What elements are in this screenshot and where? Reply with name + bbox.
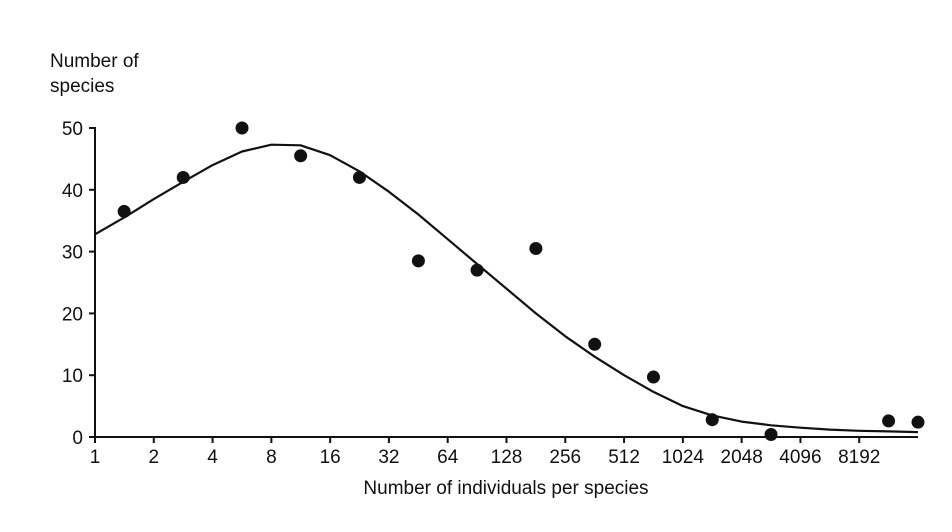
x-tick-label: 16	[320, 447, 341, 468]
x-tick-label: 512	[608, 447, 640, 468]
x-tick-label: 32	[378, 447, 399, 468]
data-point	[352, 170, 366, 184]
x-ticks: 1 2 4 8 16 32 64 128 256 512 1024 2048 4096 8192	[90, 437, 880, 468]
x-tick-label: 128	[491, 447, 523, 468]
x-tick-label: 4	[207, 447, 218, 468]
y-tick-label: 30	[62, 243, 83, 264]
y-axis-title: Number of species	[50, 51, 139, 97]
fitted-curve-layer	[94, 143, 919, 434]
data-point	[882, 414, 896, 428]
x-tick-label: 4096	[779, 447, 821, 468]
data-point	[411, 254, 425, 268]
x-tick-label: 8192	[838, 447, 880, 468]
x-tick-label: 64	[437, 447, 459, 468]
data-point	[764, 428, 778, 442]
data-points-layer	[117, 121, 925, 442]
y-ticks: 0 10 20 30 40 50	[62, 119, 95, 449]
y-tick-label: 10	[62, 366, 83, 387]
data-point	[117, 204, 131, 218]
data-point	[588, 337, 602, 351]
data-point	[911, 415, 925, 429]
data-point	[176, 170, 190, 184]
x-tick-label: 8	[266, 447, 277, 468]
x-tick-label: 1024	[662, 447, 705, 468]
data-point	[646, 370, 660, 384]
fitted-curve	[94, 143, 919, 434]
data-point	[470, 263, 484, 277]
x-tick-label: 1	[90, 447, 101, 468]
x-tick-label: 2048	[721, 447, 763, 468]
y-tick-label: 50	[62, 119, 83, 140]
y-tick-label: 0	[72, 428, 83, 449]
data-point	[529, 242, 543, 256]
y-axis-title-line-1: Number of	[50, 51, 139, 72]
x-axis-title: Number of individuals per species	[363, 478, 648, 499]
y-tick-label: 40	[62, 181, 83, 202]
data-point	[235, 121, 249, 135]
data-point	[294, 149, 308, 163]
x-tick-label: 256	[549, 447, 581, 468]
data-point	[705, 413, 719, 427]
y-tick-label: 20	[62, 304, 83, 325]
x-tick-label: 2	[148, 447, 159, 468]
y-axis-title-line-2: species	[50, 76, 114, 97]
